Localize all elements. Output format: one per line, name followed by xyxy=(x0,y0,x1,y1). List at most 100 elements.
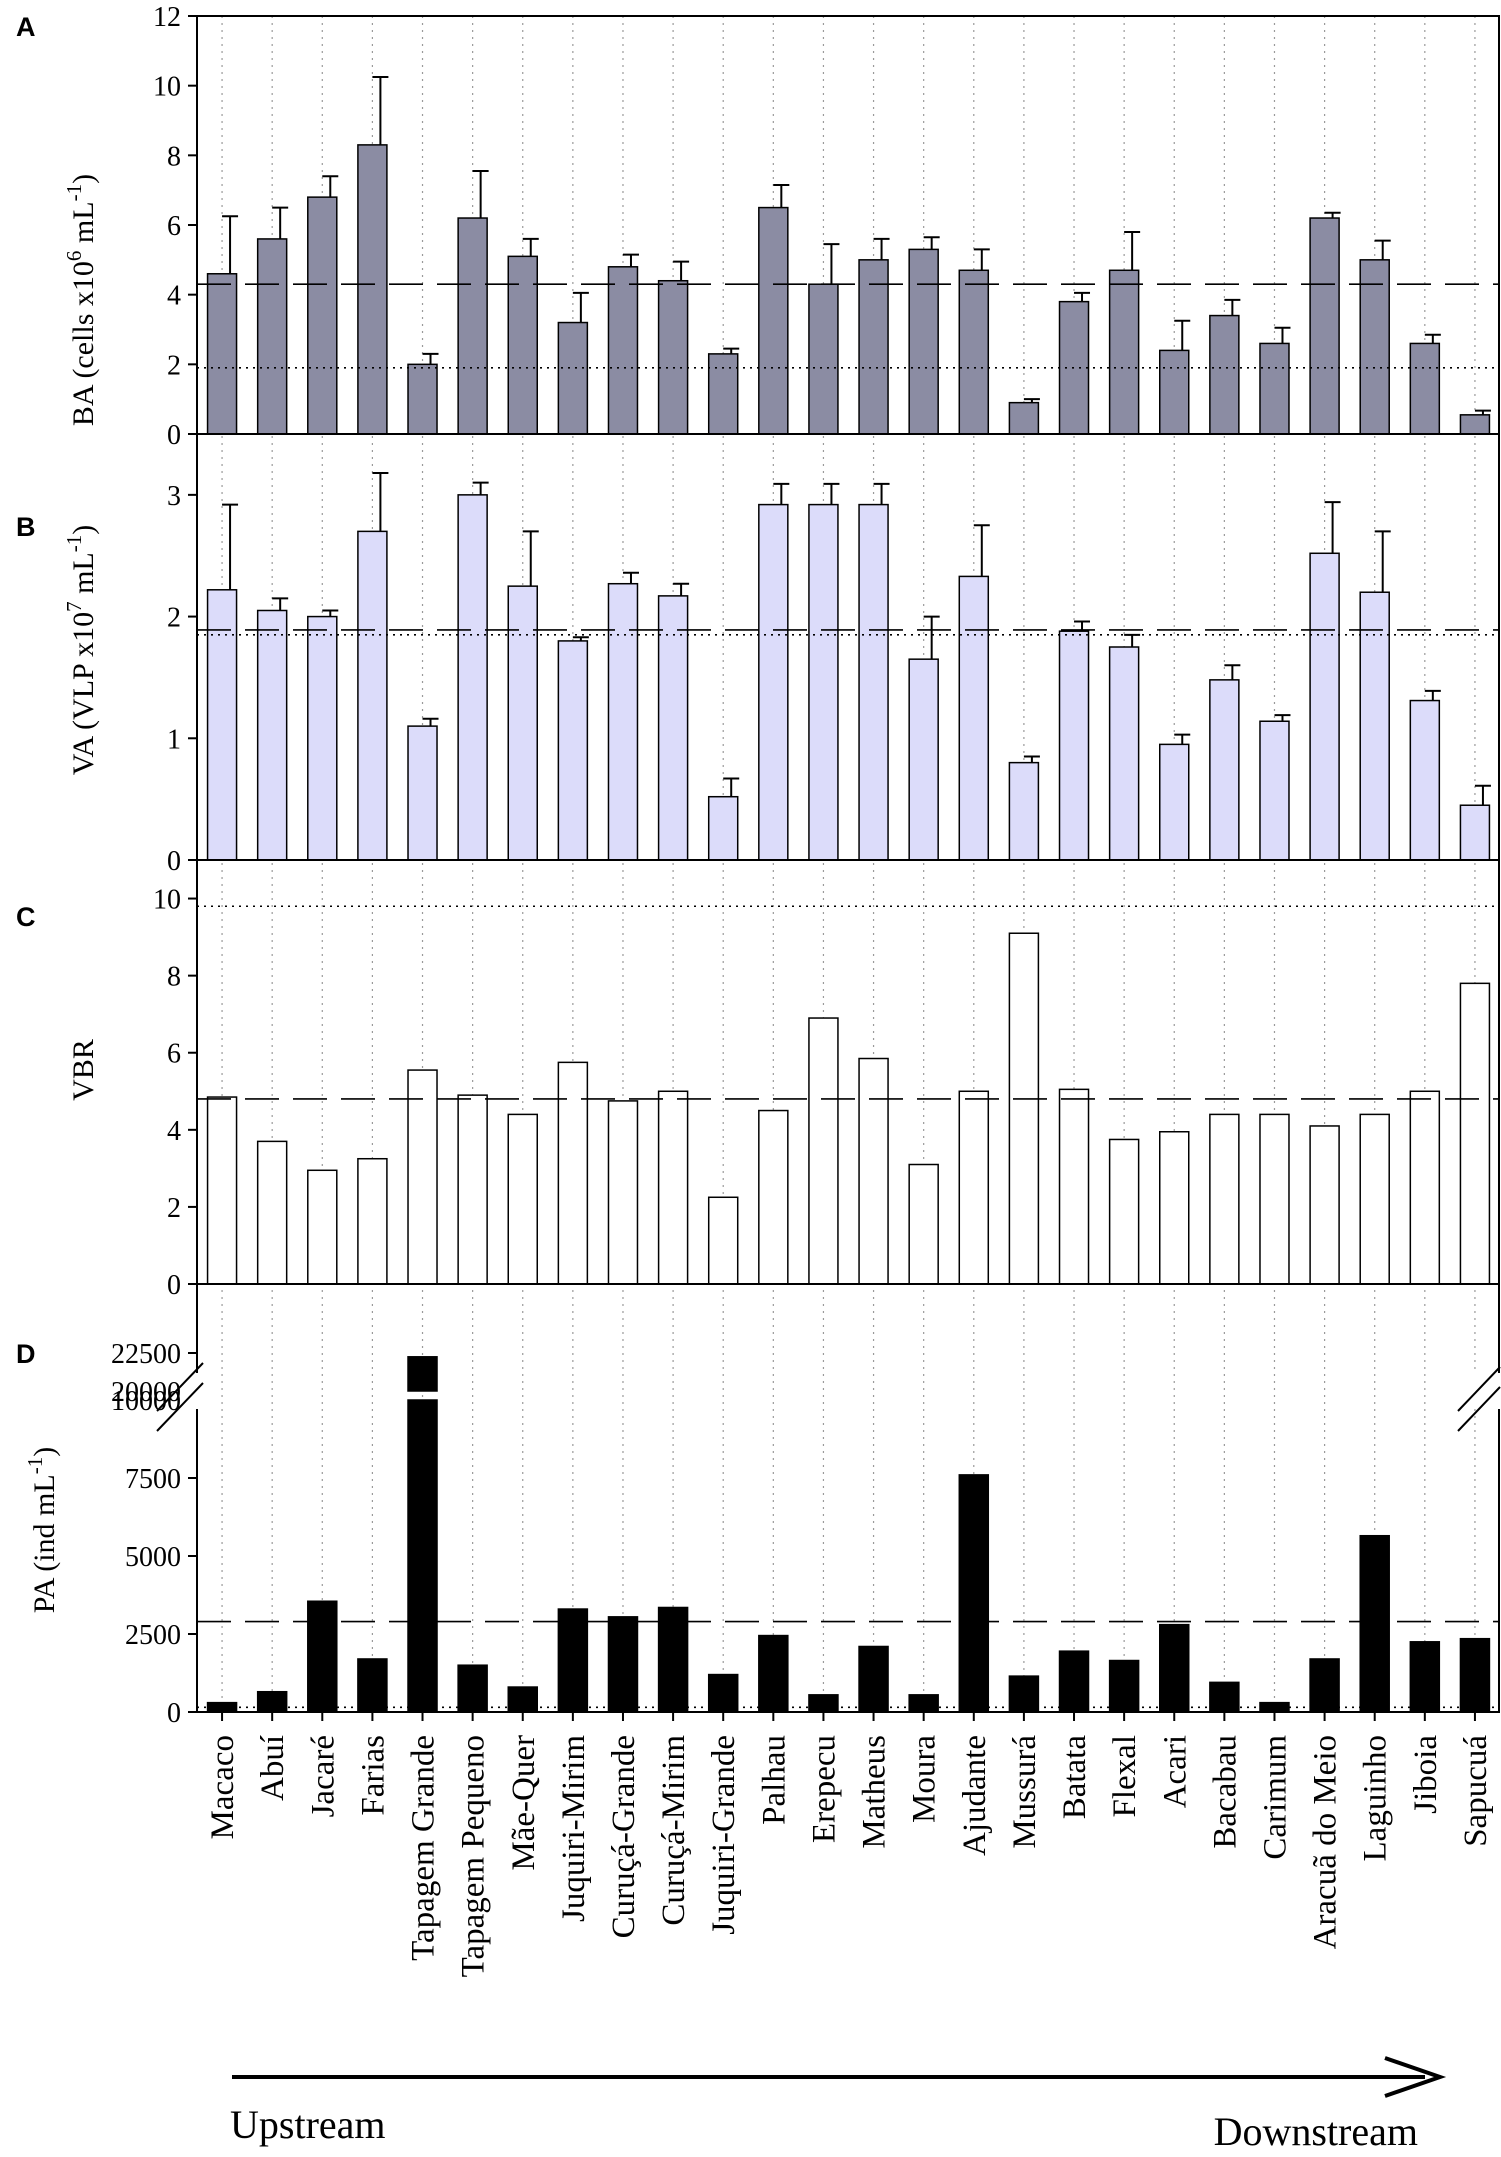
panel-a-bar-1 xyxy=(206,273,238,435)
panel-b-bar-6 xyxy=(457,494,488,861)
category-label-11: Juquiri-Grande xyxy=(706,1735,742,1935)
panel-d-ylabel-end: ) xyxy=(28,1447,61,1457)
category-label-8: Juquiri-Mirim xyxy=(556,1735,592,1922)
flow-arrow-head xyxy=(1384,2056,1447,2098)
panel-d-bar-26 xyxy=(1459,1637,1491,1713)
panel-c-bar-23 xyxy=(1309,1125,1340,1285)
panel-b-bar-4 xyxy=(357,530,388,861)
category-label-24: Laguinho xyxy=(1358,1735,1394,1861)
axis-break-slash-right-2 xyxy=(1457,1386,1501,1432)
panel-b-label: B xyxy=(16,512,36,542)
axis-break-slash-left-2 xyxy=(156,1382,204,1432)
reference-lines xyxy=(197,283,1500,1709)
panel-c-bar-12 xyxy=(758,1109,789,1285)
panel-c-bar-2 xyxy=(256,1140,288,1285)
category-label-26: Sapucuá xyxy=(1458,1735,1494,1847)
panel-d-ytick-label-2500: 2500 xyxy=(125,1620,181,1651)
panel-c-bar-7 xyxy=(507,1113,538,1285)
panel-c-bar-6 xyxy=(457,1094,488,1285)
panel-b-bar-2 xyxy=(256,609,288,861)
panel-a-ytick-label-2: 2 xyxy=(167,350,181,381)
panel-d-bar-22 xyxy=(1259,1701,1290,1713)
panel-c-ytick-label-4: 4 xyxy=(167,1116,181,1147)
panel-a-bar-17 xyxy=(1008,401,1040,435)
panel-a-ytick-label-12: 12 xyxy=(153,2,181,33)
category-label-17: Mussurá xyxy=(1007,1735,1043,1849)
category-label-19: Flexal xyxy=(1107,1735,1143,1817)
panel-c-bar-19 xyxy=(1108,1138,1140,1285)
panel-c-bar-13 xyxy=(808,1017,839,1285)
panel-a-bar-16 xyxy=(958,269,990,435)
panel-d-label: D xyxy=(16,1339,36,1369)
panel-c-bar-3 xyxy=(307,1169,338,1285)
axis-break-slash-left-1 xyxy=(156,1362,204,1412)
panel-c-bar-20 xyxy=(1159,1130,1190,1285)
panel-b-bar-7 xyxy=(507,585,538,861)
category-label-3: Jacaré xyxy=(305,1735,341,1817)
category-label-21: Bacabau xyxy=(1207,1735,1243,1849)
panel-b-bar-18 xyxy=(1058,630,1090,861)
panel-c-bar-1 xyxy=(206,1096,238,1285)
panel-d-bar-23 xyxy=(1309,1658,1340,1713)
panel-b-bar-15 xyxy=(908,658,939,861)
panel-a-ylabel-end: ) xyxy=(67,174,100,184)
panel-a-bar-12 xyxy=(758,206,789,435)
panel-b-bar-8 xyxy=(557,640,589,861)
panel-c-bar-10 xyxy=(657,1090,689,1285)
category-label-9: Curuçá-Grande xyxy=(606,1735,642,1938)
panel-b-ylabel-mid: mL xyxy=(67,552,100,601)
panel-a-bar-10 xyxy=(657,279,689,435)
panel-d-bar-2 xyxy=(256,1690,288,1713)
panel-a-bar-21 xyxy=(1209,314,1240,435)
panel-b-ytick-label-0: 0 xyxy=(167,846,181,877)
panel-a-ylabel-exp2: -1 xyxy=(62,184,86,202)
panel-d-bar-5-lower xyxy=(407,1399,438,1713)
panel-c-bar-8 xyxy=(557,1061,589,1285)
panel-b-bar-9 xyxy=(607,582,639,861)
panel-b-bar-16 xyxy=(958,575,990,861)
panel-a-bar-24 xyxy=(1359,259,1390,435)
panel-d-bar-24 xyxy=(1359,1534,1390,1713)
category-label-14: Matheus xyxy=(857,1735,893,1849)
panel-d-bar-10 xyxy=(657,1606,689,1713)
panel-d-ytick-label-7500: 7500 xyxy=(125,1464,181,1495)
panel-d-ytick-label-0: 0 xyxy=(167,1698,181,1729)
panel-c-bar-26 xyxy=(1459,982,1491,1285)
panel-a-bar-20 xyxy=(1159,349,1190,435)
panel-d-bar-25 xyxy=(1409,1641,1441,1713)
panel-b-ylabel-main: VA (VLP x10 xyxy=(67,612,100,775)
panel-a-bar-15 xyxy=(908,248,939,435)
panel-c-ylabel: VBR xyxy=(67,1039,100,1101)
panel-c-bar-11 xyxy=(707,1196,739,1285)
panel-a-ylabel-exp1: 6 xyxy=(62,251,86,262)
panel-d-bar-9 xyxy=(607,1616,639,1713)
panel-b-bar-10 xyxy=(657,595,689,861)
upstream-label: Upstream xyxy=(230,2102,386,2147)
panel-b-bar-14 xyxy=(858,503,889,861)
panel-d-ylabel: PA (ind mL-1) xyxy=(23,1447,61,1613)
category-label-23: Aracuã do Meio xyxy=(1308,1735,1344,1949)
panel-a-ylabel-main: BA (cells x10 xyxy=(67,261,100,426)
panel-a-bar-26 xyxy=(1459,414,1491,435)
panel-b-ytick-label-3: 3 xyxy=(167,481,181,512)
panel-a-bar-2 xyxy=(256,238,288,435)
panel-a-ytick-label-6: 6 xyxy=(167,211,181,242)
panel-c-bar-15 xyxy=(908,1163,939,1285)
category-label-4: Farias xyxy=(355,1735,391,1816)
panel-c-bar-24 xyxy=(1359,1113,1390,1285)
category-label-5: Tapagem Grande xyxy=(406,1735,442,1961)
panel-b-ylabel-end: ) xyxy=(67,525,100,535)
panel-b-bar-3 xyxy=(307,615,338,861)
panel-d-bar-19 xyxy=(1108,1659,1140,1713)
category-labels: Macaco Abuí Jacaré Farias Tapagem Grande Tapa… xyxy=(205,1735,1494,1978)
panel-d-bar-12 xyxy=(758,1634,789,1713)
panel-b-bar-19 xyxy=(1108,646,1140,861)
category-label-25: Jiboia xyxy=(1408,1735,1444,1814)
category-label-1: Macaco xyxy=(205,1735,241,1839)
panel-b-bar-23 xyxy=(1309,552,1340,861)
axis-break-mask-right xyxy=(1464,1373,1500,1409)
category-label-15: Moura xyxy=(907,1735,943,1823)
panel-d-bar-4 xyxy=(357,1658,388,1713)
panel-d-bar-7 xyxy=(507,1686,538,1713)
panel-c-bar-4 xyxy=(357,1157,388,1285)
